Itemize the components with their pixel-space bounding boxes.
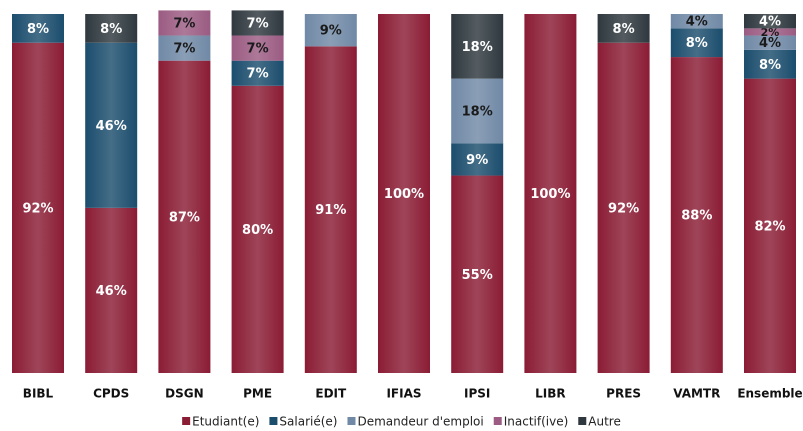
value-label: 2% (761, 26, 780, 39)
legend-swatch (182, 417, 191, 425)
legend-label: Etudiant(e) (192, 415, 259, 429)
x-tick-label: IPSI (464, 387, 490, 401)
bar-segment (744, 49, 796, 79)
legend: Etudiant(e) Salarié(e) Demandeur d'emploi I… (182, 415, 621, 429)
bar-segment (304, 46, 357, 374)
value-label: 55% (462, 268, 493, 283)
legend-label: Autre (588, 415, 621, 429)
bar-segment (451, 14, 504, 79)
legend-swatch (347, 417, 356, 425)
bar-segment (304, 14, 357, 47)
bar-segment (451, 143, 504, 176)
x-tick-label: IFIAS (386, 387, 421, 401)
x-tick-label: CPDS (93, 387, 129, 401)
x-tick-label: Ensemble (737, 387, 802, 401)
x-tick-label: PRES (606, 387, 641, 401)
x-tick-label: DSGN (165, 387, 204, 401)
bar-segment (85, 42, 138, 208)
value-label: 7% (247, 16, 269, 31)
value-label: 91% (315, 203, 346, 218)
value-label: 92% (608, 201, 639, 216)
legend-swatch (578, 417, 587, 425)
bar-segment (231, 85, 284, 374)
value-label: 82% (754, 219, 785, 234)
legend-label: Salarié(e) (279, 415, 337, 429)
legend-swatch (493, 417, 502, 425)
value-label: 100% (530, 187, 570, 202)
value-label: 8% (27, 22, 49, 37)
bar-segment (12, 42, 64, 373)
value-label: 9% (466, 153, 488, 168)
bar-segment (231, 35, 284, 61)
x-tick-label: PME (243, 387, 272, 401)
bar-segment (451, 78, 504, 144)
bar-segment (85, 207, 138, 373)
value-label: 9% (320, 24, 342, 39)
bar-segment (158, 35, 211, 61)
bar-segment (378, 14, 430, 373)
bar-segment (670, 14, 723, 29)
bar-segment (12, 14, 64, 43)
value-label: 100% (384, 187, 424, 202)
bar-segment (670, 57, 723, 374)
value-label: 7% (173, 16, 195, 31)
bar-segment (744, 28, 796, 36)
legend-label: Demandeur d'emploi (357, 415, 483, 429)
x-tick-label: EDIT (315, 387, 347, 401)
bar-segment (597, 14, 650, 43)
value-label: 46% (96, 284, 127, 299)
bar-segment (524, 14, 577, 373)
value-label: 4% (686, 15, 708, 30)
value-label: 4% (759, 36, 781, 51)
legend-swatch (269, 417, 278, 425)
value-label: 7% (247, 67, 269, 82)
value-label: 8% (759, 58, 781, 73)
value-label: 18% (462, 104, 493, 119)
value-label: 7% (247, 42, 269, 57)
value-label: 88% (681, 209, 712, 224)
x-tick-label: LIBR (535, 387, 566, 401)
value-label: 92% (22, 201, 53, 216)
bar-segment (451, 175, 504, 373)
x-tick-label: BIBL (23, 387, 54, 401)
value-label: 87% (169, 210, 200, 225)
value-label: 80% (242, 223, 273, 238)
value-label: 4% (759, 15, 781, 30)
bar-segment (231, 60, 284, 86)
bar-segment (231, 10, 284, 36)
bar-segment (597, 42, 650, 373)
value-label: 8% (613, 22, 635, 37)
legend-label: Inactif(ive) (504, 415, 569, 429)
bar-segment (158, 10, 211, 36)
x-tick-label: VAMTR (673, 387, 720, 401)
value-label: 18% (462, 40, 493, 55)
value-label: 8% (686, 36, 708, 51)
value-label: 46% (96, 119, 127, 134)
bar-segment (744, 35, 796, 50)
value-label: 8% (100, 22, 122, 37)
bar-segment (670, 28, 723, 58)
value-label: 7% (173, 42, 195, 57)
bar-segment (158, 60, 211, 374)
bar-segment (744, 78, 796, 374)
bar-segment (744, 14, 796, 29)
bar-segment (85, 14, 138, 43)
